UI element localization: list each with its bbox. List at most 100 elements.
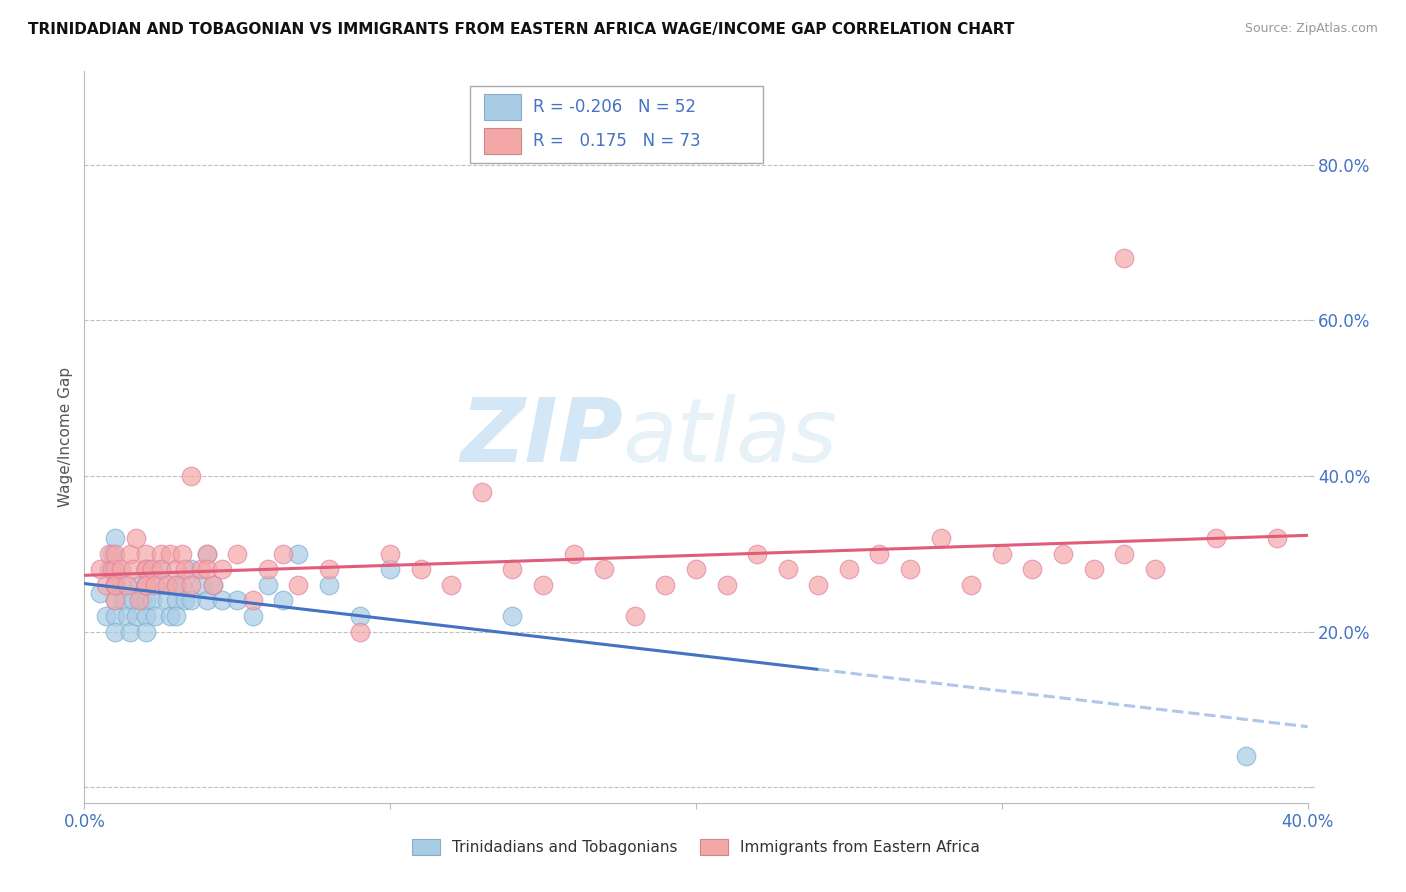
Point <box>1114 547 1136 561</box>
Point <box>104 578 127 592</box>
Point <box>135 547 157 561</box>
Point <box>165 593 187 607</box>
Point <box>318 578 340 592</box>
Point <box>135 609 157 624</box>
Point <box>1265 531 1288 545</box>
Point <box>101 547 124 561</box>
Point <box>1114 251 1136 265</box>
Point <box>131 593 153 607</box>
Point <box>122 562 145 576</box>
Point <box>149 562 172 576</box>
Point <box>125 609 148 624</box>
Point <box>502 609 524 624</box>
Point <box>125 531 148 545</box>
Point <box>257 562 280 576</box>
Point <box>104 578 127 592</box>
Point <box>135 562 157 576</box>
Point <box>174 562 197 576</box>
Point <box>101 562 124 576</box>
Point <box>271 547 294 561</box>
Point <box>104 593 127 607</box>
Point <box>226 593 249 607</box>
Point <box>97 562 120 576</box>
Point <box>165 578 187 592</box>
Point <box>1143 562 1166 576</box>
Text: TRINIDADIAN AND TOBAGONIAN VS IMMIGRANTS FROM EASTERN AFRICA WAGE/INCOME GAP COR: TRINIDADIAN AND TOBAGONIAN VS IMMIGRANTS… <box>28 22 1015 37</box>
Point <box>143 578 166 592</box>
Point <box>141 562 163 576</box>
Point <box>120 624 142 639</box>
Point <box>172 547 194 561</box>
Point <box>287 578 309 592</box>
Point <box>195 593 218 607</box>
Point <box>531 578 554 592</box>
Point <box>201 578 224 592</box>
Point <box>471 484 494 499</box>
Point <box>624 609 647 624</box>
Point <box>135 578 157 592</box>
Point <box>180 562 202 576</box>
Point <box>1021 562 1043 576</box>
Point <box>149 562 172 576</box>
Point <box>776 562 799 576</box>
FancyBboxPatch shape <box>470 86 763 163</box>
Point <box>349 609 371 624</box>
Point <box>115 578 138 592</box>
Point <box>156 578 179 592</box>
Point <box>226 547 249 561</box>
Point <box>104 531 127 545</box>
Point <box>159 547 181 561</box>
Point <box>110 562 132 576</box>
Point <box>143 609 166 624</box>
Point <box>440 578 463 592</box>
Point <box>104 578 127 592</box>
Point <box>165 578 187 592</box>
Point <box>104 609 127 624</box>
Point <box>409 562 432 576</box>
Point <box>380 547 402 561</box>
Point <box>190 578 212 592</box>
Point <box>869 547 891 561</box>
Point <box>104 624 127 639</box>
Point <box>747 547 769 561</box>
Legend: Trinidadians and Tobagonians, Immigrants from Eastern Africa: Trinidadians and Tobagonians, Immigrants… <box>406 833 986 861</box>
Point <box>135 562 157 576</box>
Point <box>172 578 194 592</box>
Point <box>807 578 830 592</box>
Point <box>180 578 202 592</box>
Bar <box>484 94 522 120</box>
Point <box>271 593 294 607</box>
Point <box>929 531 952 545</box>
Point <box>115 609 138 624</box>
Point <box>242 593 264 607</box>
Point <box>149 578 172 592</box>
Bar <box>484 128 522 154</box>
Point <box>380 562 402 576</box>
Point <box>685 562 707 576</box>
Point <box>318 562 340 576</box>
Point <box>156 593 179 607</box>
Point <box>110 578 132 592</box>
Point <box>135 578 157 592</box>
Point <box>89 562 111 576</box>
Text: ZIP: ZIP <box>460 393 623 481</box>
Point <box>1236 749 1258 764</box>
Point <box>165 609 187 624</box>
Point <box>593 562 616 576</box>
Point <box>195 547 218 561</box>
Point <box>104 593 127 607</box>
Point <box>135 578 157 592</box>
Point <box>716 578 738 592</box>
Point <box>159 609 181 624</box>
Text: R =   0.175   N = 73: R = 0.175 N = 73 <box>533 132 702 150</box>
Text: atlas: atlas <box>623 394 838 480</box>
Point <box>502 562 524 576</box>
Point <box>349 624 371 639</box>
Point <box>104 562 127 576</box>
Point <box>180 593 202 607</box>
Point <box>242 609 264 624</box>
Point <box>991 547 1014 561</box>
Point <box>89 585 111 599</box>
Point <box>112 593 135 607</box>
Point <box>149 547 172 561</box>
